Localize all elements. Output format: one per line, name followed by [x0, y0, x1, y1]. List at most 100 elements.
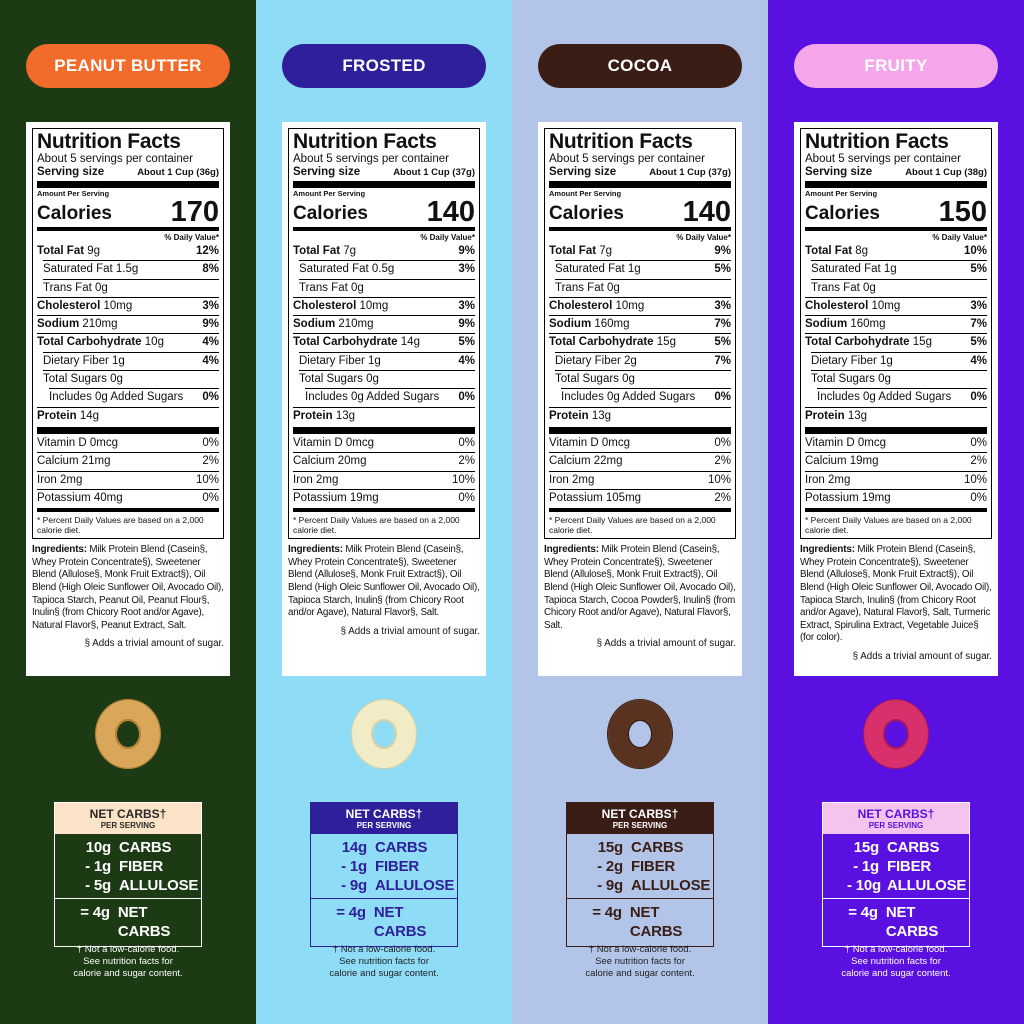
nutrient: Saturated Fat 0.5g — [299, 261, 394, 278]
daily-value: 0% — [970, 436, 987, 449]
net-carbs-result: = 4g NET CARBS — [311, 898, 457, 946]
nutrient-name: Sodium — [549, 318, 592, 331]
label-panel: Nutrition Facts About 5 servings per cont… — [26, 122, 230, 676]
daily-value-footnote: * Percent Daily Values are based on a 2,… — [37, 515, 204, 536]
nutrition-title: Nutrition Facts — [37, 130, 181, 153]
nutrient: Saturated Fat 1g — [811, 261, 897, 278]
nutrient-name: Iron — [549, 473, 569, 486]
nutrition-title: Nutrition Facts — [549, 130, 693, 153]
nutrient: Protein 13g — [293, 408, 355, 425]
nutrient-name: Total Carbohydrate — [293, 336, 398, 349]
nutrient-row: Protein 13g — [549, 406, 731, 425]
nutrient-name: Vitamin D — [549, 436, 599, 449]
daily-value: 3% — [202, 299, 219, 312]
nutrient-amount: 2mg — [316, 473, 339, 486]
calories-row: Calories 140 — [549, 198, 731, 227]
nutrient: Protein 13g — [805, 408, 867, 425]
daily-value: 2% — [202, 455, 219, 468]
nutrient: Total Sugars 0g — [299, 371, 379, 388]
nutrient-name: Trans Fat — [43, 281, 92, 294]
disclaimer: † Not a low-calorie food. See nutrition … — [73, 944, 183, 979]
nutrient: Vitamin D 0mcg — [549, 435, 630, 452]
vitamin-row: Potassium 19mg 0% — [805, 488, 987, 507]
nutrient-name: Sodium — [293, 318, 336, 331]
daily-value-footnote: * Percent Daily Values are based on a 2,… — [293, 515, 460, 536]
nutrient-amount: 13g — [335, 409, 356, 422]
nutrient: Includes 0g Added Sugars — [49, 389, 183, 406]
nutrition-title: Nutrition Facts — [293, 130, 437, 153]
nutrient-row: Saturated Fat 1g 5% — [555, 260, 731, 278]
nutrient-name: Dietary Fiber — [555, 354, 621, 367]
carb-amount: 14g — [341, 839, 367, 856]
carb-label: CARBS — [631, 839, 684, 856]
nutrient-amount: 15g — [912, 336, 932, 349]
nutrient-name: Total Sugars — [43, 373, 107, 386]
nutrient: Total Carbohydrate 14g — [293, 334, 420, 351]
carb-label: FIBER — [119, 858, 164, 875]
carb-label: CARBS — [887, 839, 940, 856]
nutrient: Total Carbohydrate 10g — [37, 334, 164, 351]
serving-size-label: Serving size — [549, 166, 617, 178]
nutrient-name: Saturated Fat — [43, 263, 113, 276]
nutrient-row: Total Carbohydrate 14g 5% — [293, 333, 475, 351]
nutrient-amount: 7g — [343, 245, 357, 257]
nutrient-amount: 0mcg — [601, 436, 630, 449]
carb-label: ALLULOSE — [375, 877, 455, 894]
nutrient-amount: 210mg — [82, 318, 118, 331]
vitamin-row: Vitamin D 0mcg 0% — [805, 435, 987, 452]
vitamin-row: Potassium 19mg 0% — [293, 488, 475, 507]
nutrition-facts: Nutrition Facts About 5 servings per cont… — [800, 128, 992, 540]
daily-value: 9% — [458, 245, 475, 257]
nutrient-name: Total Fat — [37, 245, 85, 257]
nutrient: Total Sugars 0g — [43, 371, 123, 388]
nutrient: Potassium 105mg — [549, 490, 641, 507]
nutrient-amount: 13g — [847, 409, 868, 422]
net-carbs-title: NET CARBS† — [345, 807, 423, 821]
nutrient: Iron 2mg — [805, 472, 850, 489]
nutrient-row: Total Carbohydrate 15g 5% — [805, 333, 987, 351]
nutrient-name: Protein — [37, 409, 77, 422]
nutrient-name: Protein — [805, 409, 845, 422]
nutrient-row: Total Carbohydrate 10g 4% — [37, 333, 219, 351]
nutrient: Total Fat 8g — [805, 243, 868, 260]
nutrient-amount: 10mg — [103, 299, 133, 312]
nutrient: Protein 14g — [37, 408, 99, 425]
disclaimer: † Not a low-calorie food. See nutrition … — [841, 944, 951, 979]
nutrient-name: Vitamin D — [805, 436, 855, 449]
serving-size: About 1 Cup (36g) — [137, 167, 219, 178]
carb-amount: 15g — [597, 839, 623, 856]
vitamin-row: Iron 2mg 10% — [37, 470, 219, 489]
cereal-piece — [608, 700, 672, 768]
net-carbs-lines: 14g CARBS - 1g FIBER - 9g ALLULOSE — [311, 834, 457, 898]
carb-label: CARBS — [119, 839, 172, 856]
net-carbs-title: NET CARBS† — [857, 807, 935, 821]
daily-value-footnote: * Percent Daily Values are based on a 2,… — [805, 515, 972, 536]
thick-rule — [805, 426, 987, 434]
carb-amount: - 9g — [597, 877, 623, 894]
nutrient-amount: 21mg — [81, 455, 111, 468]
daily-value: 4% — [970, 354, 987, 367]
thick-rule — [805, 181, 987, 188]
calories-value: 140 — [426, 196, 475, 228]
carb-amount: 15g — [853, 839, 879, 856]
net-carbs-line: - 2g FIBER — [567, 857, 713, 876]
daily-value: 0% — [714, 391, 731, 404]
daily-value: 10% — [963, 473, 987, 486]
net-carbs-subtitle: PER SERVING — [612, 821, 668, 830]
nutrient-row: Saturated Fat 1.5g 8% — [43, 260, 219, 278]
nutrient: Dietary Fiber 1g — [299, 353, 381, 370]
net-carbs-box: NET CARBS† PER SERVING 10g CARBS - 1g FIBER - … — [54, 802, 202, 947]
daily-value: 0% — [458, 491, 475, 504]
vitamin-row: Iron 2mg 10% — [549, 470, 731, 489]
net-carbs-box: NET CARBS† PER SERVING 15g CARBS - 2g FIBER - … — [566, 802, 714, 947]
result-amount: = 4g — [848, 904, 878, 921]
daily-value: 4% — [202, 354, 219, 367]
result-label: NET CARBS — [629, 904, 683, 940]
net-carbs-subtitle: PER SERVING — [356, 821, 412, 830]
nutrient-row: Total Sugars 0g — [43, 370, 219, 388]
nutrient-name: Dietary Fiber — [43, 354, 109, 367]
daily-value: 5% — [970, 263, 987, 276]
nutrient: Sodium 210mg — [37, 316, 118, 333]
flavor-column: FROSTED Nutrition Facts About 5 servings p… — [256, 0, 512, 1024]
calories-label: Calories — [37, 203, 112, 224]
